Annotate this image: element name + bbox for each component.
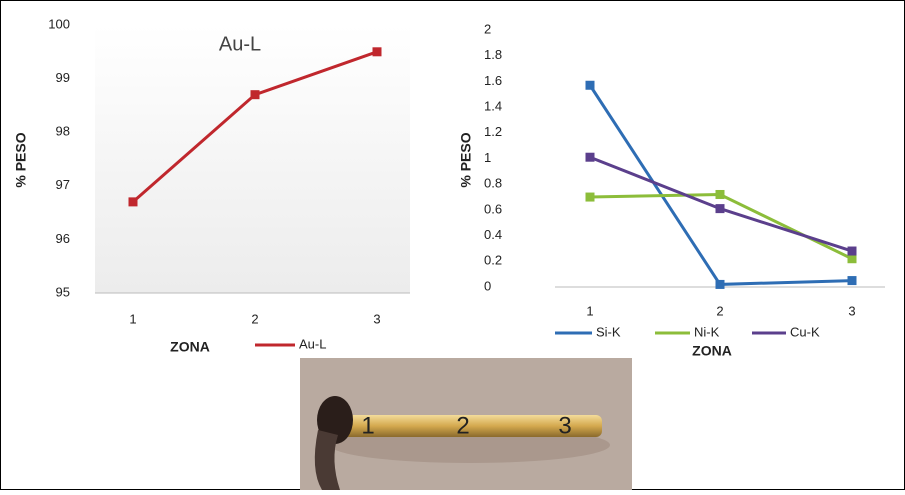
point-marker [847,246,857,256]
y-tick-label: 1.2 [484,124,502,139]
y-tick-label: 0.2 [484,253,502,268]
y-tick-label: 1 [484,150,491,165]
y-tick-label: 0.6 [484,201,502,216]
legend-label: Ni-K [694,324,720,339]
y-tick-label: 100 [48,16,70,31]
photo-label: 1 [361,412,374,439]
point-marker [715,189,725,199]
point-marker [128,197,138,207]
point-marker [372,47,382,57]
point-marker [715,279,725,289]
y-tick-label: 96 [56,231,70,246]
rod [340,415,602,437]
legend-label: Cu-K [790,324,820,339]
chart-title: Au-L [219,33,261,55]
y-tick-label: 1.6 [484,73,502,88]
rod-stain [314,430,340,490]
point-marker [585,192,595,202]
point-marker [715,204,725,214]
y-tick-label: 97 [56,177,70,192]
y-tick-label: 98 [56,124,70,139]
y-tick-label: 2 [484,21,491,36]
x-axis-label: ZONA [692,343,732,359]
x-axis-label: ZONA [170,339,210,355]
x-tick-label: 3 [373,311,380,326]
point-marker [585,152,595,162]
x-tick-label: 1 [586,303,593,318]
y-tick-label: 1.8 [484,47,502,62]
point-marker [585,80,595,90]
photo-label: 2 [456,412,469,439]
y-axis-label: % PESO [13,132,29,187]
plot-background [95,25,410,293]
y-tick-label: 1.4 [484,99,502,114]
legend-label: Si-K [596,324,621,339]
x-tick-label: 3 [848,303,855,318]
y-tick-label: 0 [484,278,491,293]
y-axis-label: % PESO [458,132,474,187]
point-marker [847,276,857,286]
y-tick-label: 99 [56,70,70,85]
photo-label: 3 [558,412,571,439]
x-tick-label: 2 [716,303,723,318]
point-marker [250,90,260,100]
y-tick-label: 0.8 [484,176,502,191]
point-marker [847,254,857,264]
y-tick-label: 95 [56,284,70,299]
photo [300,358,632,490]
x-tick-label: 2 [251,311,258,326]
y-tick-label: 0.4 [484,227,502,242]
legend-label: Au-L [299,336,326,351]
x-tick-label: 1 [129,311,136,326]
